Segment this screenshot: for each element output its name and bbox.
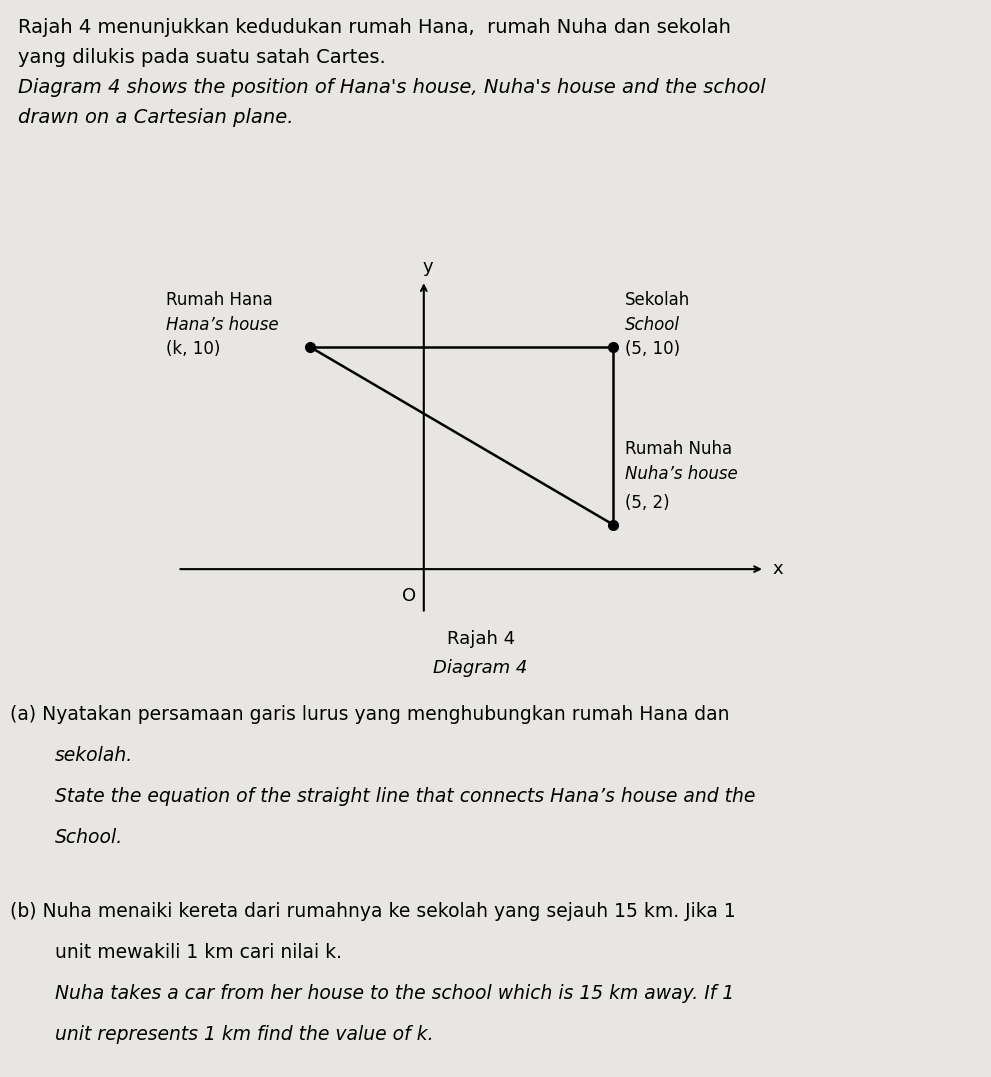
Text: Nuha takes a car from her house to the school which is 15 km away. If 1: Nuha takes a car from her house to the s… (55, 983, 733, 1003)
Text: unit represents 1 km find the value of k.: unit represents 1 km find the value of k… (55, 1024, 433, 1044)
Text: Hana’s house: Hana’s house (166, 316, 278, 334)
Text: O: O (401, 587, 415, 605)
Text: Rumah Hana: Rumah Hana (166, 292, 273, 309)
Text: yang dilukis pada suatu satah Cartes.: yang dilukis pada suatu satah Cartes. (18, 48, 385, 67)
Text: sekolah.: sekolah. (55, 746, 133, 766)
Text: Rajah 4: Rajah 4 (447, 630, 514, 648)
Text: (k, 10): (k, 10) (166, 340, 221, 359)
Text: State the equation of the straight line that connects Hana’s house and the: State the equation of the straight line … (55, 787, 755, 807)
Text: Nuha’s house: Nuha’s house (624, 465, 737, 482)
Text: (5, 2): (5, 2) (624, 493, 669, 512)
Text: Rajah 4 menunjukkan kedudukan rumah Hana,  rumah Nuha dan sekolah: Rajah 4 menunjukkan kedudukan rumah Hana… (18, 18, 731, 37)
Text: Sekolah: Sekolah (624, 292, 690, 309)
Text: (a) Nyatakan persamaan garis lurus yang menghubungkan rumah Hana dan: (a) Nyatakan persamaan garis lurus yang … (10, 705, 729, 725)
Text: Rumah Nuha: Rumah Nuha (624, 440, 731, 459)
Text: School.: School. (55, 828, 123, 848)
Text: y: y (422, 257, 433, 276)
Text: unit mewakili 1 km cari nilai k.: unit mewakili 1 km cari nilai k. (55, 942, 342, 962)
Text: drawn on a Cartesian plane.: drawn on a Cartesian plane. (18, 108, 293, 127)
Text: (b) Nuha menaiki kereta dari rumahnya ke sekolah yang sejauh 15 km. Jika 1: (b) Nuha menaiki kereta dari rumahnya ke… (10, 901, 735, 921)
Text: (5, 10): (5, 10) (624, 340, 680, 359)
Text: Diagram 4: Diagram 4 (433, 659, 528, 677)
Text: x: x (772, 560, 783, 578)
Text: Diagram 4 shows the position of Hana's house, Nuha's house and the school: Diagram 4 shows the position of Hana's h… (18, 78, 766, 97)
Text: School: School (624, 316, 680, 334)
